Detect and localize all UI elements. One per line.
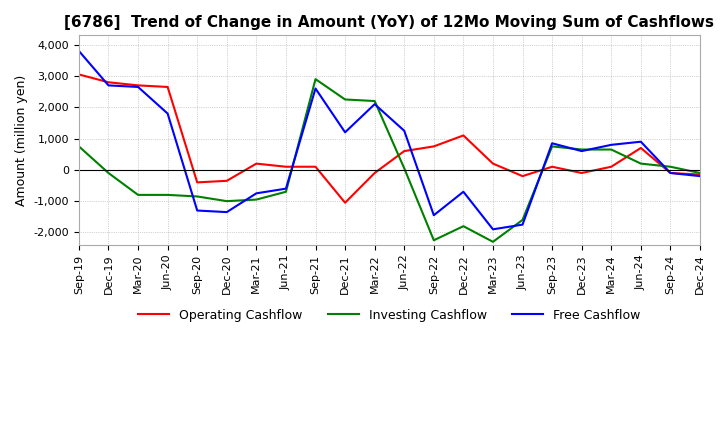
Free Cashflow	[607, 142, 616, 147]
Investing Cashflow	[134, 192, 143, 198]
Operating Cashflow	[282, 164, 290, 169]
Free Cashflow	[489, 227, 498, 232]
Free Cashflow	[518, 222, 527, 227]
Operating Cashflow	[636, 145, 645, 150]
Investing Cashflow	[193, 194, 202, 199]
Free Cashflow	[134, 84, 143, 90]
Operating Cashflow	[577, 170, 586, 176]
Investing Cashflow	[104, 170, 113, 176]
Investing Cashflow	[430, 238, 438, 243]
Operating Cashflow	[400, 148, 408, 154]
Free Cashflow	[666, 170, 675, 176]
Investing Cashflow	[400, 166, 408, 171]
Operating Cashflow	[311, 164, 320, 169]
Operating Cashflow	[163, 84, 172, 90]
Investing Cashflow	[489, 239, 498, 245]
Free Cashflow	[341, 130, 349, 135]
Operating Cashflow	[548, 164, 557, 169]
Free Cashflow	[282, 186, 290, 191]
Free Cashflow	[370, 102, 379, 107]
Title: [6786]  Trend of Change in Amount (YoY) of 12Mo Moving Sum of Cashflows: [6786] Trend of Change in Amount (YoY) o…	[65, 15, 714, 30]
Operating Cashflow	[430, 144, 438, 149]
Investing Cashflow	[222, 198, 231, 204]
Operating Cashflow	[489, 161, 498, 166]
Investing Cashflow	[459, 224, 468, 229]
Investing Cashflow	[666, 164, 675, 169]
Free Cashflow	[577, 148, 586, 154]
Investing Cashflow	[370, 99, 379, 104]
Free Cashflow	[75, 48, 84, 54]
Investing Cashflow	[252, 197, 261, 202]
Free Cashflow	[400, 128, 408, 133]
Investing Cashflow	[548, 144, 557, 149]
Free Cashflow	[222, 209, 231, 215]
Free Cashflow	[430, 213, 438, 218]
Operating Cashflow	[222, 178, 231, 183]
Investing Cashflow	[696, 170, 704, 176]
Operating Cashflow	[607, 164, 616, 169]
Free Cashflow	[252, 191, 261, 196]
Operating Cashflow	[134, 83, 143, 88]
Investing Cashflow	[636, 161, 645, 166]
Line: Operating Cashflow: Operating Cashflow	[79, 74, 700, 203]
Free Cashflow	[548, 141, 557, 146]
Operating Cashflow	[518, 173, 527, 179]
Investing Cashflow	[607, 147, 616, 152]
Free Cashflow	[311, 86, 320, 91]
Line: Free Cashflow: Free Cashflow	[79, 51, 700, 229]
Operating Cashflow	[459, 133, 468, 138]
Investing Cashflow	[577, 147, 586, 152]
Operating Cashflow	[666, 170, 675, 176]
Investing Cashflow	[341, 97, 349, 102]
Free Cashflow	[459, 189, 468, 194]
Free Cashflow	[163, 111, 172, 116]
Operating Cashflow	[193, 180, 202, 185]
Y-axis label: Amount (million yen): Amount (million yen)	[15, 74, 28, 206]
Investing Cashflow	[282, 189, 290, 194]
Investing Cashflow	[311, 77, 320, 82]
Free Cashflow	[636, 139, 645, 144]
Free Cashflow	[104, 83, 113, 88]
Operating Cashflow	[252, 161, 261, 166]
Operating Cashflow	[370, 170, 379, 176]
Operating Cashflow	[75, 72, 84, 77]
Operating Cashflow	[696, 172, 704, 177]
Operating Cashflow	[104, 80, 113, 85]
Free Cashflow	[696, 173, 704, 179]
Investing Cashflow	[75, 144, 84, 149]
Investing Cashflow	[163, 192, 172, 198]
Legend: Operating Cashflow, Investing Cashflow, Free Cashflow: Operating Cashflow, Investing Cashflow, …	[133, 304, 646, 327]
Investing Cashflow	[518, 217, 527, 223]
Line: Investing Cashflow: Investing Cashflow	[79, 79, 700, 242]
Free Cashflow	[193, 208, 202, 213]
Operating Cashflow	[341, 200, 349, 205]
